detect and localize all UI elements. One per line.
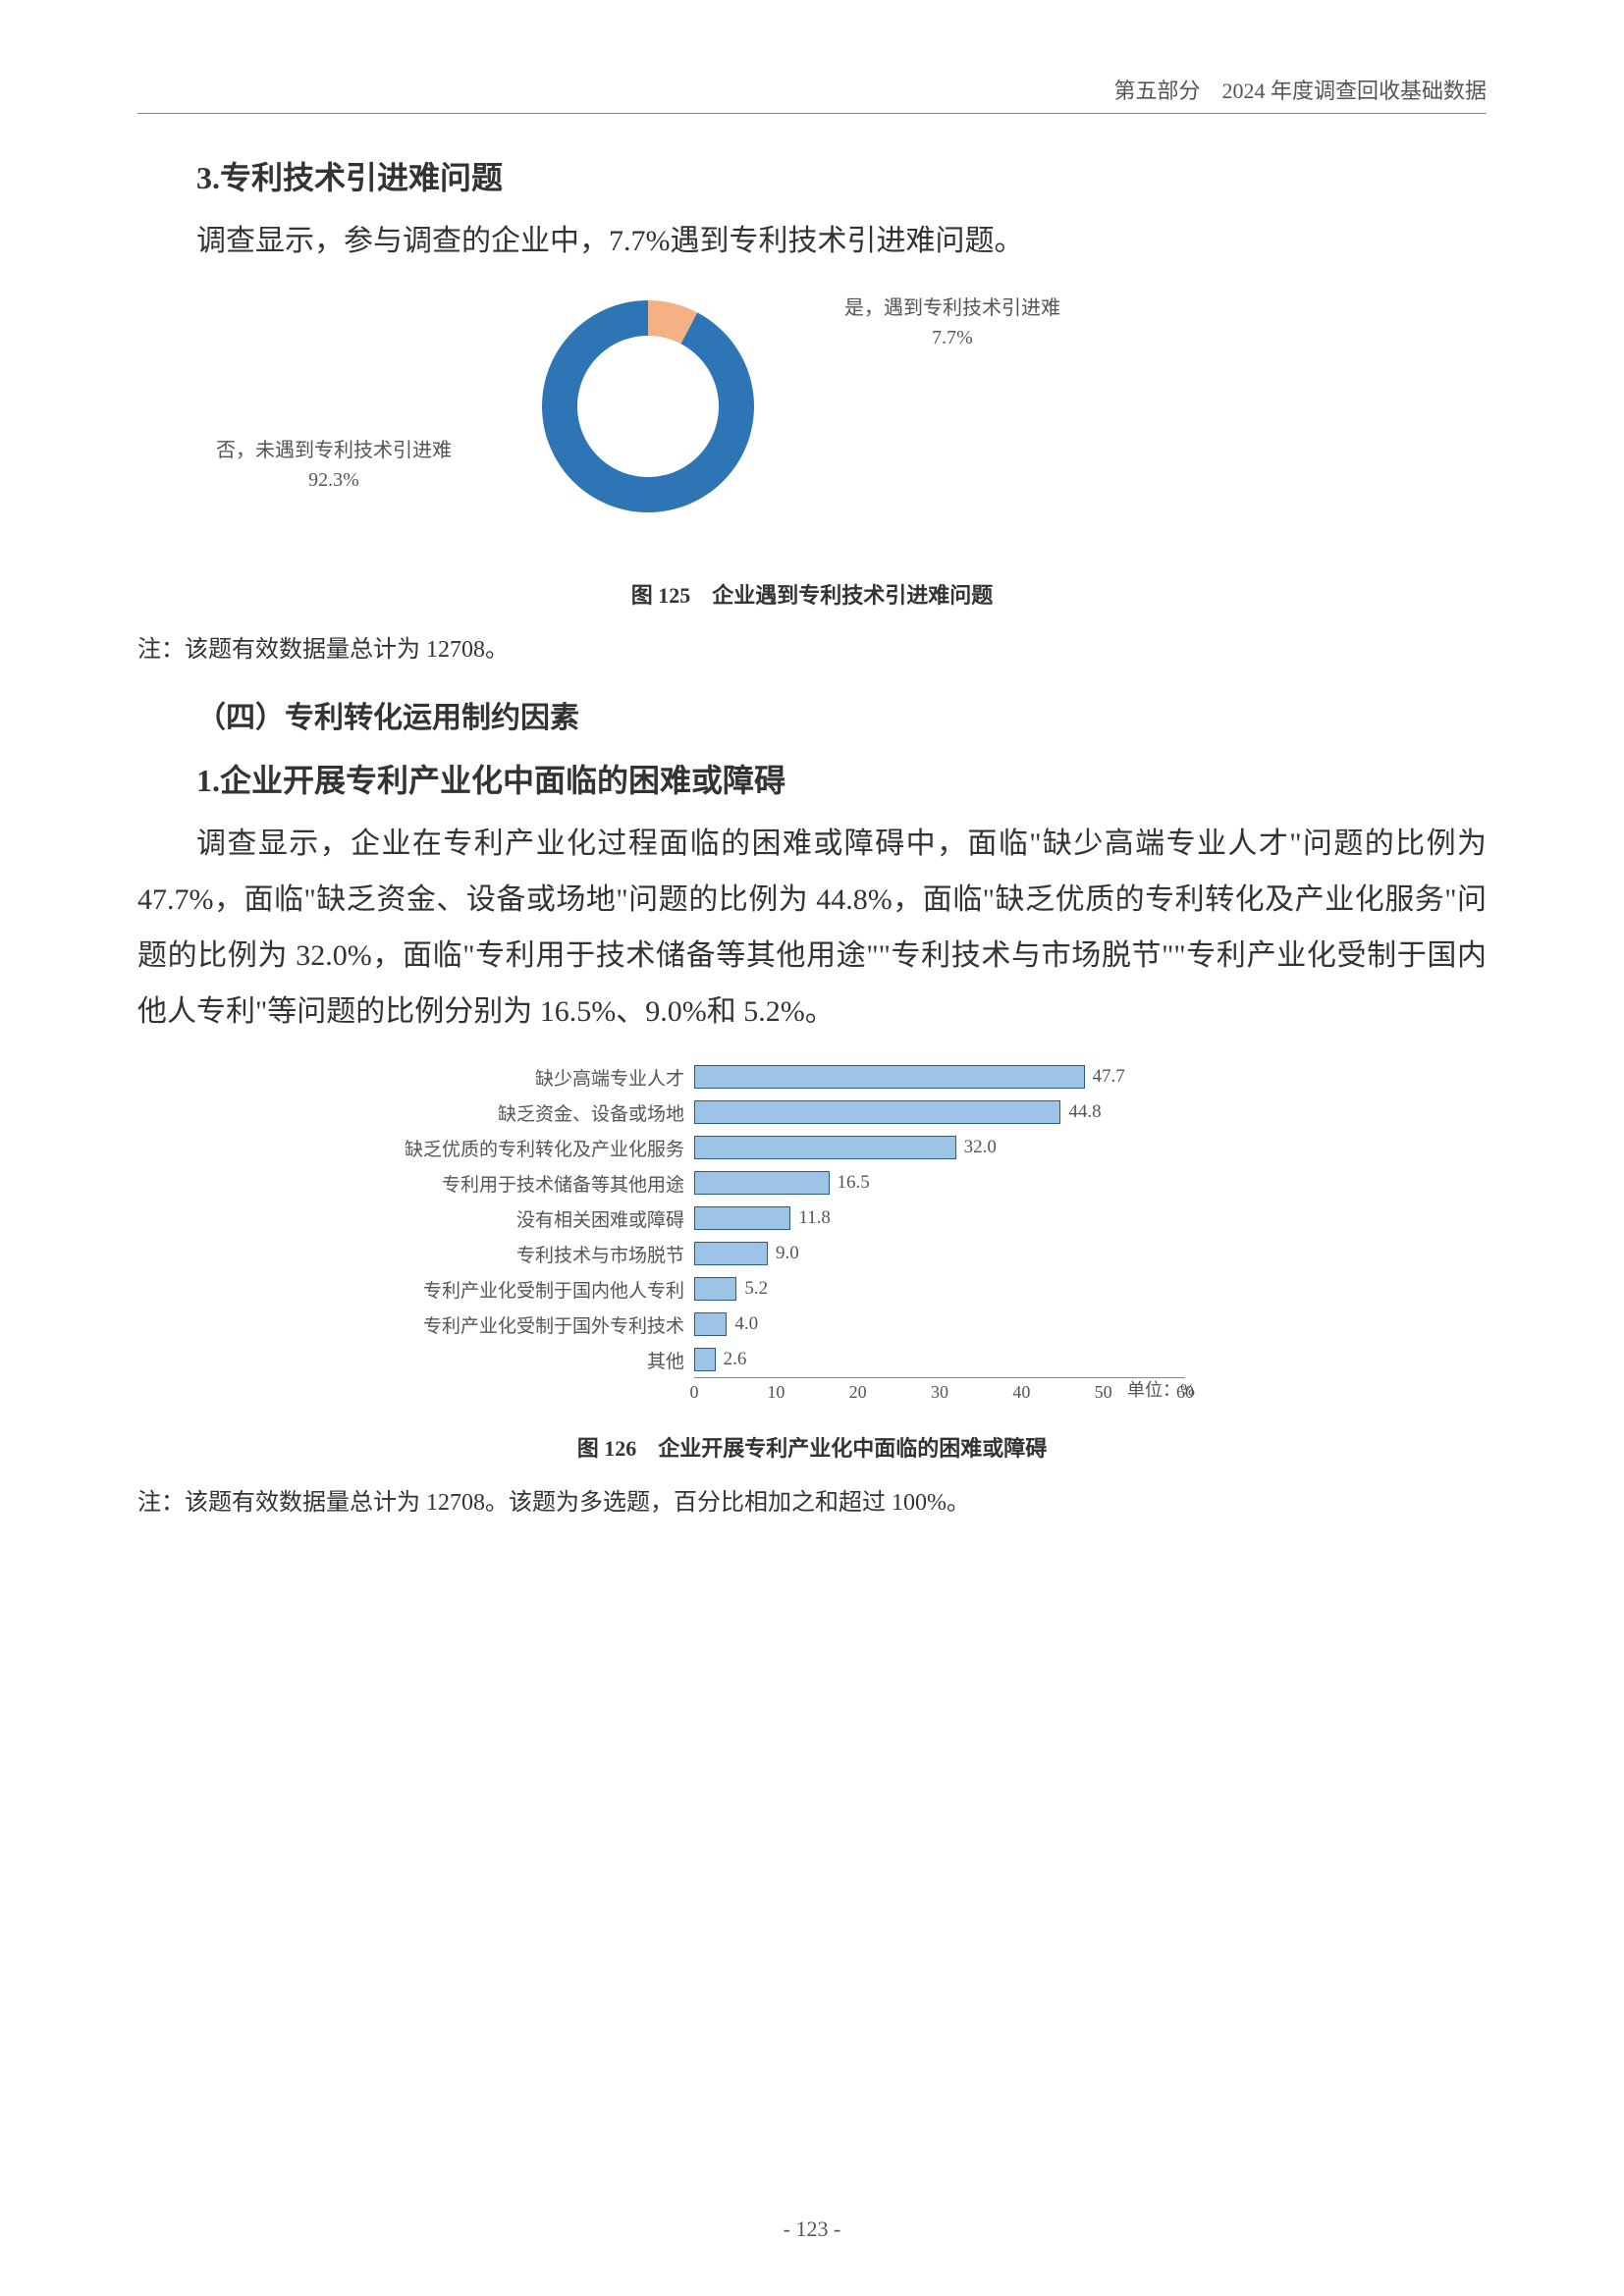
section-1b-text: 企业开展专利产业化中面临的困难或障碍 bbox=[220, 763, 785, 798]
body-paragraph: 调查显示，企业在专利产业化过程面临的困难或障碍中，面临"缺少高端专业人才"问题的… bbox=[137, 816, 1487, 1040]
bar-fill bbox=[694, 1065, 1085, 1089]
section-3-number: 3. bbox=[196, 160, 220, 195]
donut-chart-container: 是，遇到专利技术引进难 7.7% 否，未遇到专利技术引进难 92.3% bbox=[137, 289, 1487, 563]
figure-125-number: 图 125 bbox=[631, 583, 691, 608]
bar-value-label: 11.8 bbox=[798, 1207, 831, 1229]
axis-tick: 60 bbox=[1176, 1378, 1194, 1403]
donut-chart bbox=[530, 289, 766, 524]
axis-tick: 30 bbox=[931, 1378, 948, 1403]
bar-track: 5.2 bbox=[694, 1271, 1185, 1307]
figure-126-title: 企业开展专利产业化中面临的困难或障碍 bbox=[658, 1436, 1047, 1461]
bar-track: 4.0 bbox=[694, 1307, 1185, 1342]
axis-tick: 10 bbox=[767, 1378, 785, 1403]
bar-row: 专利用于技术储备等其他用途 16.5 bbox=[370, 1165, 1254, 1201]
bar-category-label: 缺乏资金、设备或场地 bbox=[370, 1099, 694, 1126]
axis-tick: 50 bbox=[1095, 1378, 1112, 1403]
axis-tick: 20 bbox=[849, 1378, 867, 1403]
bar-fill bbox=[694, 1348, 716, 1371]
note-1: 注：该题有效数据量总计为 12708。 bbox=[137, 629, 1487, 664]
donut-label-yes: 是，遇到专利技术引进难 7.7% bbox=[844, 294, 1060, 352]
bar-fill bbox=[694, 1136, 956, 1159]
bar-track: 47.7 bbox=[694, 1059, 1185, 1095]
bar-row: 缺乏优质的专利转化及产业化服务 32.0 bbox=[370, 1130, 1254, 1165]
bar-fill bbox=[694, 1171, 830, 1195]
header-subtitle: 2024 年度调查回收基础数据 bbox=[1221, 79, 1487, 103]
bar-value-label: 4.0 bbox=[734, 1313, 758, 1335]
bar-category-label: 其他 bbox=[370, 1347, 694, 1373]
bar-row: 专利技术与市场脱节 9.0 bbox=[370, 1236, 1254, 1271]
bar-category-label: 专利产业化受制于国内他人专利 bbox=[370, 1276, 694, 1303]
bar-category-label: 专利技术与市场脱节 bbox=[370, 1241, 694, 1267]
section-3-text: 专利技术引进难问题 bbox=[220, 160, 503, 195]
figure-126-caption: 图 126 企业开展专利产业化中面临的困难或障碍 bbox=[137, 1431, 1487, 1463]
bar-chart-container: 缺少高端专业人才 47.7 缺乏资金、设备或场地 44.8 缺乏优质的专利转化及产业化服… bbox=[370, 1059, 1254, 1416]
bar-category-label: 专利产业化受制于国外专利技术 bbox=[370, 1311, 694, 1338]
bar-fill bbox=[694, 1206, 790, 1230]
bar-row: 缺少高端专业人才 47.7 bbox=[370, 1059, 1254, 1095]
bar-fill bbox=[694, 1312, 727, 1336]
bar-category-label: 没有相关困难或障碍 bbox=[370, 1205, 694, 1232]
bar-value-label: 44.8 bbox=[1068, 1101, 1101, 1123]
axis-tick: 0 bbox=[690, 1378, 699, 1403]
bar-category-label: 缺少高端专业人才 bbox=[370, 1064, 694, 1091]
donut-label-no-line1: 否，未遇到专利技术引进难 bbox=[216, 436, 452, 465]
section-3-title: 3.专利技术引进难问题 bbox=[196, 153, 1487, 198]
bar-row: 专利产业化受制于国内他人专利 5.2 bbox=[370, 1271, 1254, 1307]
bar-fill bbox=[694, 1242, 768, 1265]
section-1b-number: 1. bbox=[196, 763, 220, 798]
bar-category-label: 缺乏优质的专利转化及产业化服务 bbox=[370, 1135, 694, 1161]
bar-track: 2.6 bbox=[694, 1342, 1185, 1377]
bar-track: 32.0 bbox=[694, 1130, 1185, 1165]
bar-value-label: 2.6 bbox=[724, 1349, 747, 1370]
bar-fill bbox=[694, 1100, 1060, 1124]
page-header: 第五部分 2024 年度调查回收基础数据 bbox=[137, 74, 1487, 114]
bar-row: 其他 2.6 bbox=[370, 1342, 1254, 1377]
bar-value-label: 9.0 bbox=[776, 1243, 799, 1264]
bar-row: 缺乏资金、设备或场地 44.8 bbox=[370, 1095, 1254, 1130]
bar-track: 16.5 bbox=[694, 1165, 1185, 1201]
axis-track: 单位：% 0102030405060 bbox=[694, 1377, 1185, 1378]
bar-chart-axis: 单位：% 0102030405060 bbox=[370, 1377, 1254, 1416]
bar-value-label: 47.7 bbox=[1093, 1066, 1125, 1088]
bar-fill bbox=[694, 1277, 736, 1301]
figure-126-number: 图 126 bbox=[577, 1436, 637, 1461]
bar-row: 没有相关困难或障碍 11.8 bbox=[370, 1201, 1254, 1236]
bar-value-label: 16.5 bbox=[838, 1172, 870, 1194]
bar-value-label: 32.0 bbox=[964, 1137, 997, 1158]
bar-value-label: 5.2 bbox=[744, 1278, 768, 1300]
bar-track: 9.0 bbox=[694, 1236, 1185, 1271]
section-1b-title: 1.企业开展专利产业化中面临的困难或障碍 bbox=[196, 756, 1487, 801]
donut-label-yes-line1: 是，遇到专利技术引进难 bbox=[844, 294, 1060, 323]
donut-label-yes-line2: 7.7% bbox=[844, 323, 1060, 352]
bar-category-label: 专利用于技术储备等其他用途 bbox=[370, 1170, 694, 1197]
figure-125-caption: 图 125 企业遇到专利技术引进难问题 bbox=[137, 578, 1487, 610]
figure-125-title: 企业遇到专利技术引进难问题 bbox=[712, 583, 993, 608]
donut-label-no: 否，未遇到专利技术引进难 92.3% bbox=[216, 436, 452, 495]
note-2: 注：该题有效数据量总计为 12708。该题为多选题，百分比相加之和超过 100%… bbox=[137, 1482, 1487, 1517]
axis-tick: 40 bbox=[1012, 1378, 1030, 1403]
section-3-intro: 调查显示，参与调查的企业中，7.7%遇到专利技术引进难问题。 bbox=[137, 213, 1487, 269]
bar-track: 11.8 bbox=[694, 1201, 1185, 1236]
donut-label-no-line2: 92.3% bbox=[216, 465, 452, 495]
header-part: 第五部分 bbox=[1113, 79, 1200, 103]
bar-row: 专利产业化受制于国外专利技术 4.0 bbox=[370, 1307, 1254, 1342]
bar-track: 44.8 bbox=[694, 1095, 1185, 1130]
page-number: - 123 - bbox=[0, 2216, 1624, 2242]
subsection-4-title: （四）专利转化运用制约因素 bbox=[196, 693, 1487, 736]
